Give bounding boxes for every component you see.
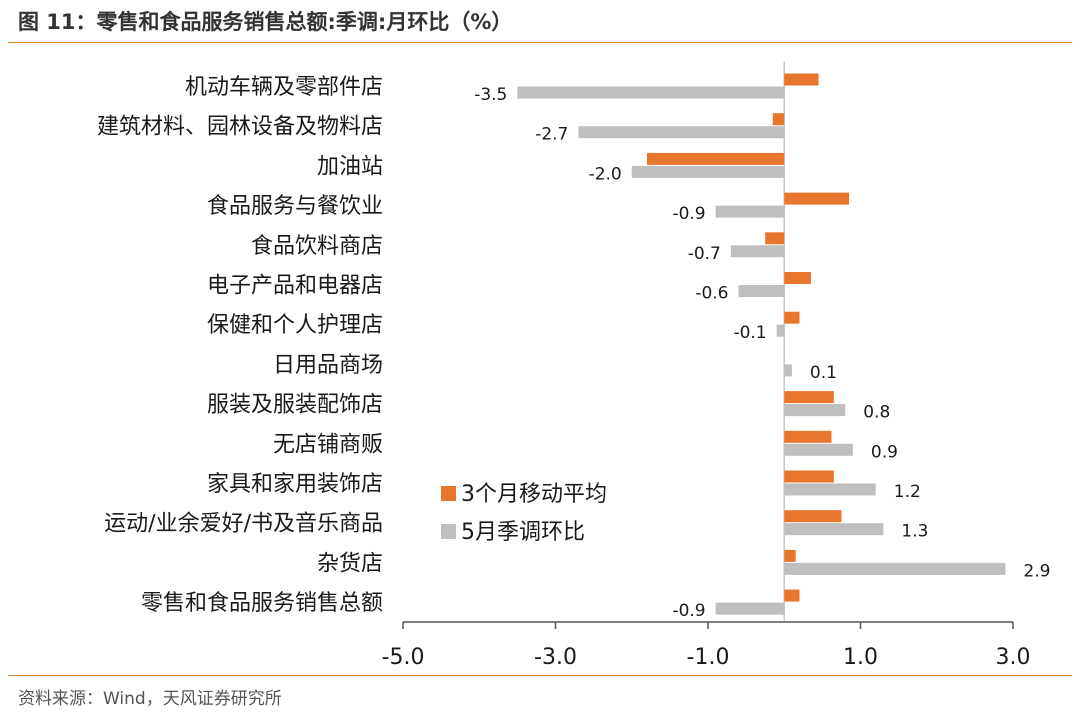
legend-swatch (441, 524, 456, 539)
category-label: 电子产品和电器店 (207, 274, 383, 299)
bar-3m-moving-average (784, 549, 796, 562)
data-label: -0.9 (672, 601, 705, 621)
bar-3m-moving-average (784, 311, 800, 324)
bar-may-seasonal-mom (631, 165, 785, 178)
category-label: 杂货店 (317, 551, 383, 576)
data-label: -0.9 (672, 204, 705, 224)
category-label: 零售和食品服务销售总额 (141, 591, 383, 616)
title-divider (8, 42, 1072, 43)
category-label: 机动车辆及零部件店 (185, 75, 383, 100)
bar-3m-moving-average (772, 113, 785, 126)
bar-3m-moving-average (784, 73, 819, 86)
bar-3m-moving-average (784, 589, 800, 602)
bar-3m-moving-average (647, 152, 785, 165)
data-label: -3.5 (474, 85, 507, 105)
bar-may-seasonal-mom (738, 285, 785, 297)
source-divider (8, 675, 1072, 676)
bar-may-seasonal-mom (730, 245, 785, 258)
data-label: 0.9 (871, 442, 898, 462)
source-note: 资料来源：Wind，天风证券研究所 (18, 689, 282, 709)
data-label: 1.3 (901, 522, 928, 542)
bar-may-seasonal-mom (784, 404, 846, 417)
bar-may-seasonal-mom (784, 364, 792, 377)
data-label: -2.7 (535, 125, 568, 145)
category-label: 日用品商场 (273, 353, 383, 378)
bar-3m-moving-average (784, 272, 811, 284)
data-label: 0.1 (810, 363, 837, 383)
category-label: 食品服务与餐饮业 (207, 194, 383, 219)
data-label: -2.0 (589, 164, 622, 184)
bar-may-seasonal-mom (715, 205, 785, 218)
category-label: 食品饮料商店 (251, 234, 383, 259)
data-label: 2.9 (1023, 561, 1050, 581)
legend-label: 5月季调环比 (461, 520, 585, 545)
x-tick-label: -3.0 (534, 645, 577, 670)
data-label: -0.1 (733, 323, 766, 343)
bars-layer (517, 73, 1006, 615)
bar-may-seasonal-mom (578, 126, 785, 139)
bar-may-seasonal-mom (784, 562, 1006, 575)
chart-title: 图 11：零售和食品服务销售总额:季调:月环比（%） (18, 10, 513, 34)
bar-may-seasonal-mom (784, 483, 876, 496)
category-label: 加油站 (317, 154, 383, 179)
x-tick-label: -5.0 (382, 645, 425, 670)
x-tick-label: -1.0 (687, 645, 730, 670)
data-label: -0.6 (695, 284, 728, 304)
legend-swatch (441, 486, 456, 501)
category-label: 建筑材料、园林设备及物料店 (97, 115, 383, 140)
bar-may-seasonal-mom (784, 523, 884, 536)
labels-layer: 机动车辆及零部件店 -3.5 建筑材料、园林设备及物料店 -2.7 加油站 -2.0 食品服… (97, 75, 1050, 621)
bar-may-seasonal-mom (715, 602, 785, 615)
bar-may-seasonal-mom (784, 443, 853, 456)
legend-label: 3个月移动平均 (461, 482, 607, 507)
bar-3m-moving-average (784, 510, 842, 523)
category-label: 无店铺商贩 (273, 432, 383, 457)
data-label: 0.8 (863, 403, 890, 423)
bar-3m-moving-average (784, 391, 834, 404)
category-label: 服装及服装配饰店 (207, 393, 383, 418)
x-tick-label: 3.0 (996, 645, 1031, 670)
category-label: 运动/业余爱好/书及音乐商品 (104, 512, 383, 537)
category-label: 保健和个人护理店 (207, 313, 383, 338)
bar-may-seasonal-mom (776, 324, 785, 337)
bar-3m-moving-average (784, 430, 832, 443)
bar-3m-moving-average (784, 192, 850, 205)
data-label: -0.7 (688, 244, 721, 264)
x-tick-label: 1.0 (843, 645, 878, 670)
bar-3m-moving-average (765, 232, 785, 245)
legend-layer: 3个月移动平均 5月季调环比 (441, 482, 607, 545)
bar-may-seasonal-mom (517, 86, 785, 99)
bar-3m-moving-average (784, 470, 834, 483)
data-label: 1.2 (894, 482, 921, 502)
category-label: 家具和家用装饰店 (207, 472, 383, 497)
